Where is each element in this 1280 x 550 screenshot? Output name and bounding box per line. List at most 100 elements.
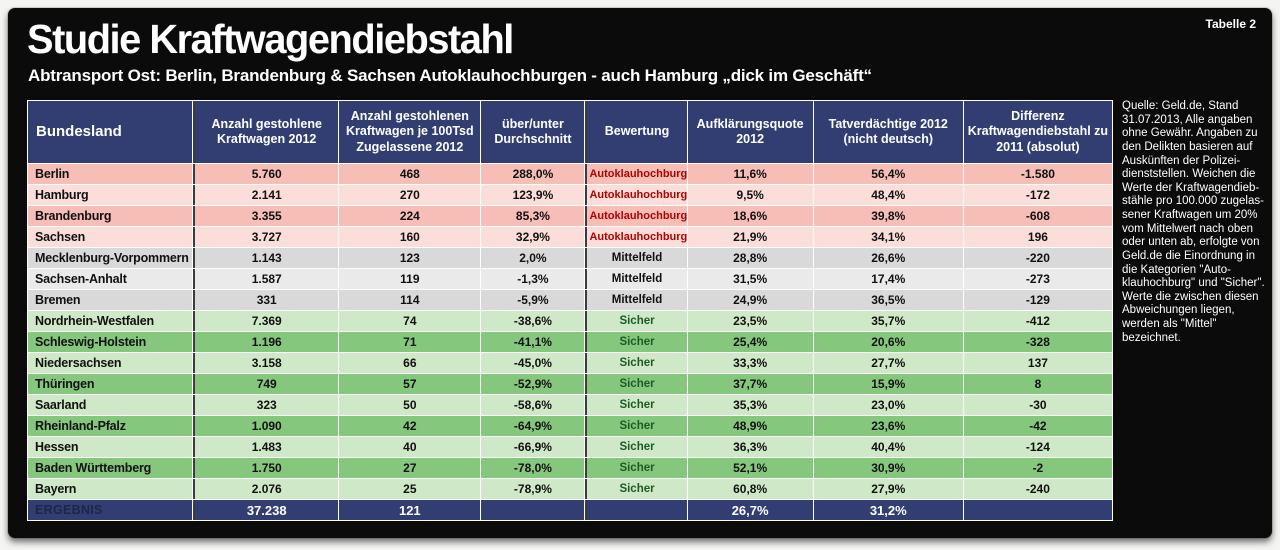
cell-aufklaerungsquote: 9,5% bbox=[687, 185, 813, 205]
cell-je-100tsd: 57 bbox=[339, 374, 481, 394]
cell-tatverdaechtige: 20,6% bbox=[813, 332, 963, 352]
cell-ueber-unter: -58,6% bbox=[481, 395, 585, 415]
cell-bewertung: Sicher bbox=[585, 479, 687, 499]
table-row: Baden Württemberg 1.750 27 -78,0% Sicher 52,1… bbox=[28, 458, 1112, 478]
table-row: Bayern 2.076 25 -78,9% Sicher 60,8% 27,9% -240 bbox=[28, 479, 1112, 499]
poster-panel: Tabelle 2 Studie Kraftwagendiebstahl Abt… bbox=[8, 8, 1272, 538]
table-total-row: ERGEBNIS 37.238 121 26,7% 31,2% bbox=[28, 500, 1112, 520]
table-row: Hessen 1.483 40 -66,9% Sicher 36,3% 40,4% -124 bbox=[28, 437, 1112, 457]
cell-aufklaerungsquote: 35,3% bbox=[687, 395, 813, 415]
page-subtitle: Abtransport Ost: Berlin, Brandenburg & S… bbox=[28, 66, 872, 85]
cell-aufklaerungsquote: 23,5% bbox=[687, 311, 813, 331]
cell-bundesland: Hessen bbox=[28, 437, 193, 457]
table-row: Mecklenburg-Vorpommern 1.143 123 2,0% Mittel… bbox=[28, 248, 1112, 268]
cell-tatverdaechtige: 35,7% bbox=[813, 311, 963, 331]
cell-differenz: -30 bbox=[963, 395, 1112, 415]
cell-differenz: -124 bbox=[963, 437, 1112, 457]
cell-bewertung bbox=[585, 500, 687, 520]
cell-aufklaerungsquote: 60,8% bbox=[687, 479, 813, 499]
cell-bundesland: Brandenburg bbox=[28, 206, 193, 226]
table-row: Hamburg 2.141 270 123,9% Autoklauhochburg 9,5… bbox=[28, 185, 1112, 205]
cell-anzahl-2012: 3.158 bbox=[193, 353, 339, 373]
cell-aufklaerungsquote: 37,7% bbox=[687, 374, 813, 394]
cell-bewertung: Sicher bbox=[585, 395, 687, 415]
table-row: Niedersachsen 3.158 66 -45,0% Sicher 33,3% 27,… bbox=[28, 353, 1112, 373]
cell-bundesland: Bayern bbox=[28, 479, 193, 499]
cell-ueber-unter: -41,1% bbox=[481, 332, 585, 352]
cell-ueber-unter: -64,9% bbox=[481, 416, 585, 436]
table-row: Sachsen 3.727 160 32,9% Autoklauhochburg 21,9… bbox=[28, 227, 1112, 247]
cell-differenz: 8 bbox=[963, 374, 1112, 394]
cell-differenz: -2 bbox=[963, 458, 1112, 478]
cell-anzahl-2012: 331 bbox=[193, 290, 339, 310]
cell-aufklaerungsquote: 28,8% bbox=[687, 248, 813, 268]
cell-bewertung: Autoklauhochburg bbox=[585, 227, 687, 247]
cell-tatverdaechtige: 23,6% bbox=[813, 416, 963, 436]
cell-differenz: -240 bbox=[963, 479, 1112, 499]
cell-anzahl-2012: 3.355 bbox=[193, 206, 339, 226]
cell-bundesland: Niedersachsen bbox=[28, 353, 193, 373]
cell-bewertung: Sicher bbox=[585, 374, 687, 394]
cell-je-100tsd: 121 bbox=[339, 500, 481, 520]
cell-bundesland: ERGEBNIS bbox=[28, 500, 193, 520]
cell-je-100tsd: 40 bbox=[339, 437, 481, 457]
cell-je-100tsd: 270 bbox=[339, 185, 481, 205]
table-row: Berlin 5.760 468 288,0% Autoklauhochburg 11,6… bbox=[28, 164, 1112, 184]
cell-je-100tsd: 42 bbox=[339, 416, 481, 436]
cell-je-100tsd: 25 bbox=[339, 479, 481, 499]
cell-ueber-unter: -52,9% bbox=[481, 374, 585, 394]
cell-ueber-unter: 85,3% bbox=[481, 206, 585, 226]
cell-anzahl-2012: 5.760 bbox=[193, 164, 339, 184]
cell-bewertung: Mittelfeld bbox=[585, 269, 687, 289]
table-row: Brandenburg 3.355 224 85,3% Autoklauhochburg… bbox=[28, 206, 1112, 226]
cell-anzahl-2012: 749 bbox=[193, 374, 339, 394]
table-row: Thüringen 749 57 -52,9% Sicher 37,7% 15,9% 8 bbox=[28, 374, 1112, 394]
cell-je-100tsd: 114 bbox=[339, 290, 481, 310]
cell-aufklaerungsquote: 18,6% bbox=[687, 206, 813, 226]
cell-bewertung: Autoklauhochburg bbox=[585, 206, 687, 226]
cell-ueber-unter: 32,9% bbox=[481, 227, 585, 247]
col-ueber-unter-durchschnitt: über/unter Durchschnitt bbox=[481, 101, 585, 163]
cell-tatverdaechtige: 27,7% bbox=[813, 353, 963, 373]
col-je-100tsd-zugelassene-2012: Anzahl gestohlenen Kraftwagen je 100Tsd … bbox=[339, 101, 481, 163]
cell-anzahl-2012: 1.483 bbox=[193, 437, 339, 457]
cell-bewertung: Sicher bbox=[585, 416, 687, 436]
cell-je-100tsd: 123 bbox=[339, 248, 481, 268]
cell-differenz: -172 bbox=[963, 185, 1112, 205]
cell-differenz: 196 bbox=[963, 227, 1112, 247]
cell-bundesland: Thüringen bbox=[28, 374, 193, 394]
cell-differenz: -42 bbox=[963, 416, 1112, 436]
cell-bewertung: Autoklauhochburg bbox=[585, 185, 687, 205]
table-row: Schleswig-Holstein 1.196 71 -41,1% Sicher 25,… bbox=[28, 332, 1112, 352]
cell-aufklaerungsquote: 52,1% bbox=[687, 458, 813, 478]
cell-bundesland: Sachsen-Anhalt bbox=[28, 269, 193, 289]
cell-bewertung: Mittelfeld bbox=[585, 290, 687, 310]
cell-bundesland: Saarland bbox=[28, 395, 193, 415]
cell-aufklaerungsquote: 21,9% bbox=[687, 227, 813, 247]
cell-anzahl-2012: 2.141 bbox=[193, 185, 339, 205]
table-number-label: Tabelle 2 bbox=[1205, 17, 1256, 31]
table-row: Saarland 323 50 -58,6% Sicher 35,3% 23,0% -30 bbox=[28, 395, 1112, 415]
cell-tatverdaechtige: 31,2% bbox=[813, 500, 963, 520]
cell-je-100tsd: 224 bbox=[339, 206, 481, 226]
cell-anzahl-2012: 2.076 bbox=[193, 479, 339, 499]
cell-bewertung: Sicher bbox=[585, 353, 687, 373]
col-differenz-zu-2011: Differenz Kraftwagendiebstahl zu 2011 (a… bbox=[963, 101, 1112, 163]
cell-tatverdaechtige: 40,4% bbox=[813, 437, 963, 457]
cell-bundesland: Baden Württemberg bbox=[28, 458, 193, 478]
table-body: Berlin 5.760 468 288,0% Autoklauhochburg 11,6… bbox=[28, 164, 1112, 499]
cell-je-100tsd: 66 bbox=[339, 353, 481, 373]
cell-ueber-unter: -66,9% bbox=[481, 437, 585, 457]
cell-aufklaerungsquote: 25,4% bbox=[687, 332, 813, 352]
source-note: Quelle: Geld.de, Stand 31.07.2013, Alle … bbox=[1122, 100, 1265, 344]
cell-anzahl-2012: 323 bbox=[193, 395, 339, 415]
cell-bewertung: Sicher bbox=[585, 311, 687, 331]
cell-ueber-unter: 123,9% bbox=[481, 185, 585, 205]
cell-bewertung: Sicher bbox=[585, 437, 687, 457]
cell-je-100tsd: 160 bbox=[339, 227, 481, 247]
cell-bundesland: Bremen bbox=[28, 290, 193, 310]
cell-anzahl-2012: 1.196 bbox=[193, 332, 339, 352]
table-row: Bremen 331 114 -5,9% Mittelfeld 24,9% 36,5% -12… bbox=[28, 290, 1112, 310]
col-anzahl-gestohlene-2012: Anzahl gestohlene Kraftwagen 2012 bbox=[193, 101, 339, 163]
cell-aufklaerungsquote: 48,9% bbox=[687, 416, 813, 436]
